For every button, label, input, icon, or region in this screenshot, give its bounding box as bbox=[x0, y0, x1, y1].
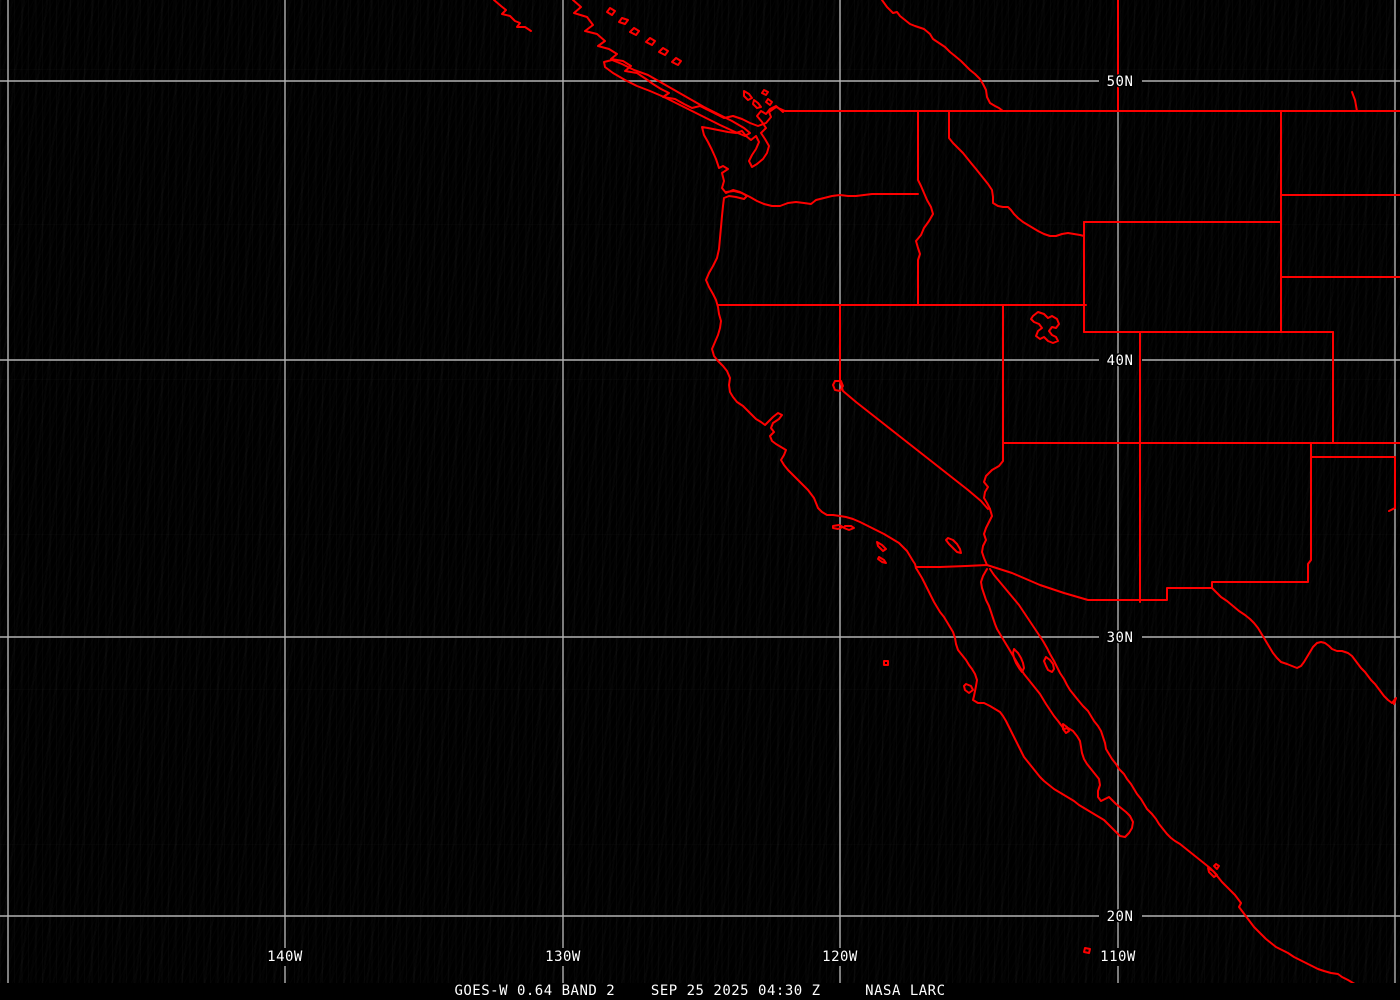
us-mexico-border bbox=[915, 564, 1213, 601]
wa-or-border-columbia-river bbox=[725, 190, 919, 207]
bc-islet-6 bbox=[671, 57, 682, 66]
az-nv-colorado-river bbox=[983, 442, 1004, 510]
great-salt-lake bbox=[1030, 311, 1060, 344]
bc-islet-1 bbox=[606, 7, 616, 16]
caption-band bbox=[0, 983, 1400, 1000]
lon-label-130W: 130W bbox=[545, 949, 581, 965]
channel-island-santa-rosa bbox=[832, 524, 844, 530]
ca-nv-border bbox=[839, 304, 989, 510]
gulf-island-1 bbox=[743, 90, 753, 101]
channel-island-santa-cruz bbox=[843, 525, 855, 531]
ok-tx-panhandle-border bbox=[1310, 456, 1396, 512]
isla-angel-de-la-guarda bbox=[1012, 648, 1025, 673]
bc-islet-4 bbox=[645, 37, 656, 46]
graticule-labels: 50N 40N 30N 20N 140W 130W 120W 110W bbox=[266, 73, 1137, 967]
isla-carmen bbox=[1062, 723, 1070, 734]
lon-label-120W: 120W bbox=[822, 949, 858, 965]
map-outline-overlay bbox=[493, 0, 1400, 987]
baja-california-coast bbox=[915, 567, 1134, 838]
isla-tiburon bbox=[1043, 656, 1055, 673]
ca-az-colorado-river bbox=[981, 508, 993, 566]
image-caption: GOES-W 0.64 BAND 2 SEP 25 2025 04:30 Z N… bbox=[454, 983, 946, 999]
bc-islet-5 bbox=[658, 47, 669, 56]
haida-gwaii-coast bbox=[493, 0, 532, 32]
bc-islet-2 bbox=[618, 17, 629, 25]
islas-marias-2 bbox=[1213, 863, 1220, 870]
lat-label-30N: 30N bbox=[1107, 630, 1134, 646]
lat-label-20N: 20N bbox=[1107, 909, 1134, 925]
islas-marias-1 bbox=[1207, 867, 1218, 878]
lon-label-140W: 140W bbox=[267, 949, 303, 965]
isla-cedros bbox=[963, 683, 974, 694]
bc-mainland-coast bbox=[572, 0, 786, 127]
gulf-island-3 bbox=[761, 89, 769, 96]
isla-revillagigedo bbox=[1083, 947, 1091, 954]
rio-grande bbox=[1211, 587, 1397, 705]
us-west-coast bbox=[701, 105, 917, 569]
lake-tahoe bbox=[832, 380, 844, 392]
salton-sea bbox=[945, 537, 962, 554]
channel-island-catalina bbox=[876, 541, 887, 552]
mt-id-border bbox=[948, 110, 1085, 237]
sonora-sinaloa-coast bbox=[989, 568, 1360, 987]
isla-guadalupe bbox=[883, 660, 889, 666]
lat-label-40N: 40N bbox=[1107, 353, 1134, 369]
gulf-island-4 bbox=[765, 98, 773, 106]
lon-label-110W: 110W bbox=[1100, 949, 1136, 965]
saskatchewan-manitoba-border bbox=[1351, 91, 1358, 112]
bc-alberta-border bbox=[881, 0, 1004, 112]
wa-or-idaho-border bbox=[915, 110, 934, 306]
channel-island-san-clemente bbox=[877, 556, 887, 564]
gulf-island-2 bbox=[752, 99, 762, 109]
vancouver-island bbox=[603, 59, 751, 137]
nm-tx-border bbox=[1211, 442, 1312, 589]
lat-label-50N: 50N bbox=[1107, 74, 1134, 90]
bc-islet-3 bbox=[629, 27, 640, 36]
